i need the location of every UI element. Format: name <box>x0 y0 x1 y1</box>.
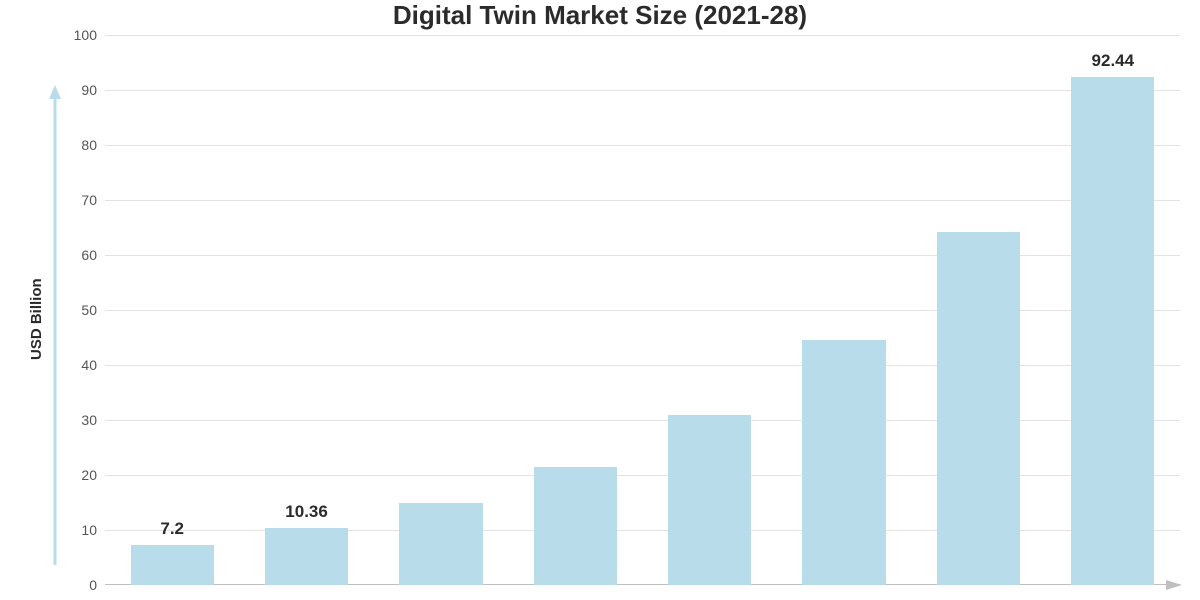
gridline <box>105 145 1180 146</box>
ytick-label: 50 <box>57 302 97 318</box>
bar <box>937 232 1020 585</box>
ytick-label: 30 <box>57 412 97 428</box>
bar-value-label: 92.44 <box>1063 51 1163 71</box>
ytick-label: 90 <box>57 82 97 98</box>
ytick-label: 0 <box>57 577 97 593</box>
ytick-label: 70 <box>57 192 97 208</box>
gridline <box>105 35 1180 36</box>
y-axis-arrow <box>48 85 62 565</box>
gridline <box>105 90 1180 91</box>
bar <box>534 467 617 585</box>
ytick-label: 100 <box>57 27 97 43</box>
bar <box>1071 77 1154 585</box>
bar <box>131 545 214 585</box>
ytick-label: 40 <box>57 357 97 373</box>
ytick-label: 20 <box>57 467 97 483</box>
gridline <box>105 200 1180 201</box>
plot-area: 01020304050607080901007.210.3692.44 <box>105 35 1180 585</box>
bar <box>265 528 348 585</box>
ytick-label: 10 <box>57 522 97 538</box>
bar <box>802 340 885 585</box>
chart-container: Digital Twin Market Size (2021-28) USD B… <box>0 0 1200 600</box>
y-axis-label: USD Billion <box>28 278 45 360</box>
ytick-label: 60 <box>57 247 97 263</box>
bar <box>399 503 482 585</box>
chart-title: Digital Twin Market Size (2021-28) <box>0 0 1200 31</box>
bar <box>668 415 751 585</box>
bar-value-label: 7.2 <box>122 519 222 539</box>
bar-value-label: 10.36 <box>257 502 357 522</box>
x-axis-arrow <box>1166 578 1182 592</box>
ytick-label: 80 <box>57 137 97 153</box>
